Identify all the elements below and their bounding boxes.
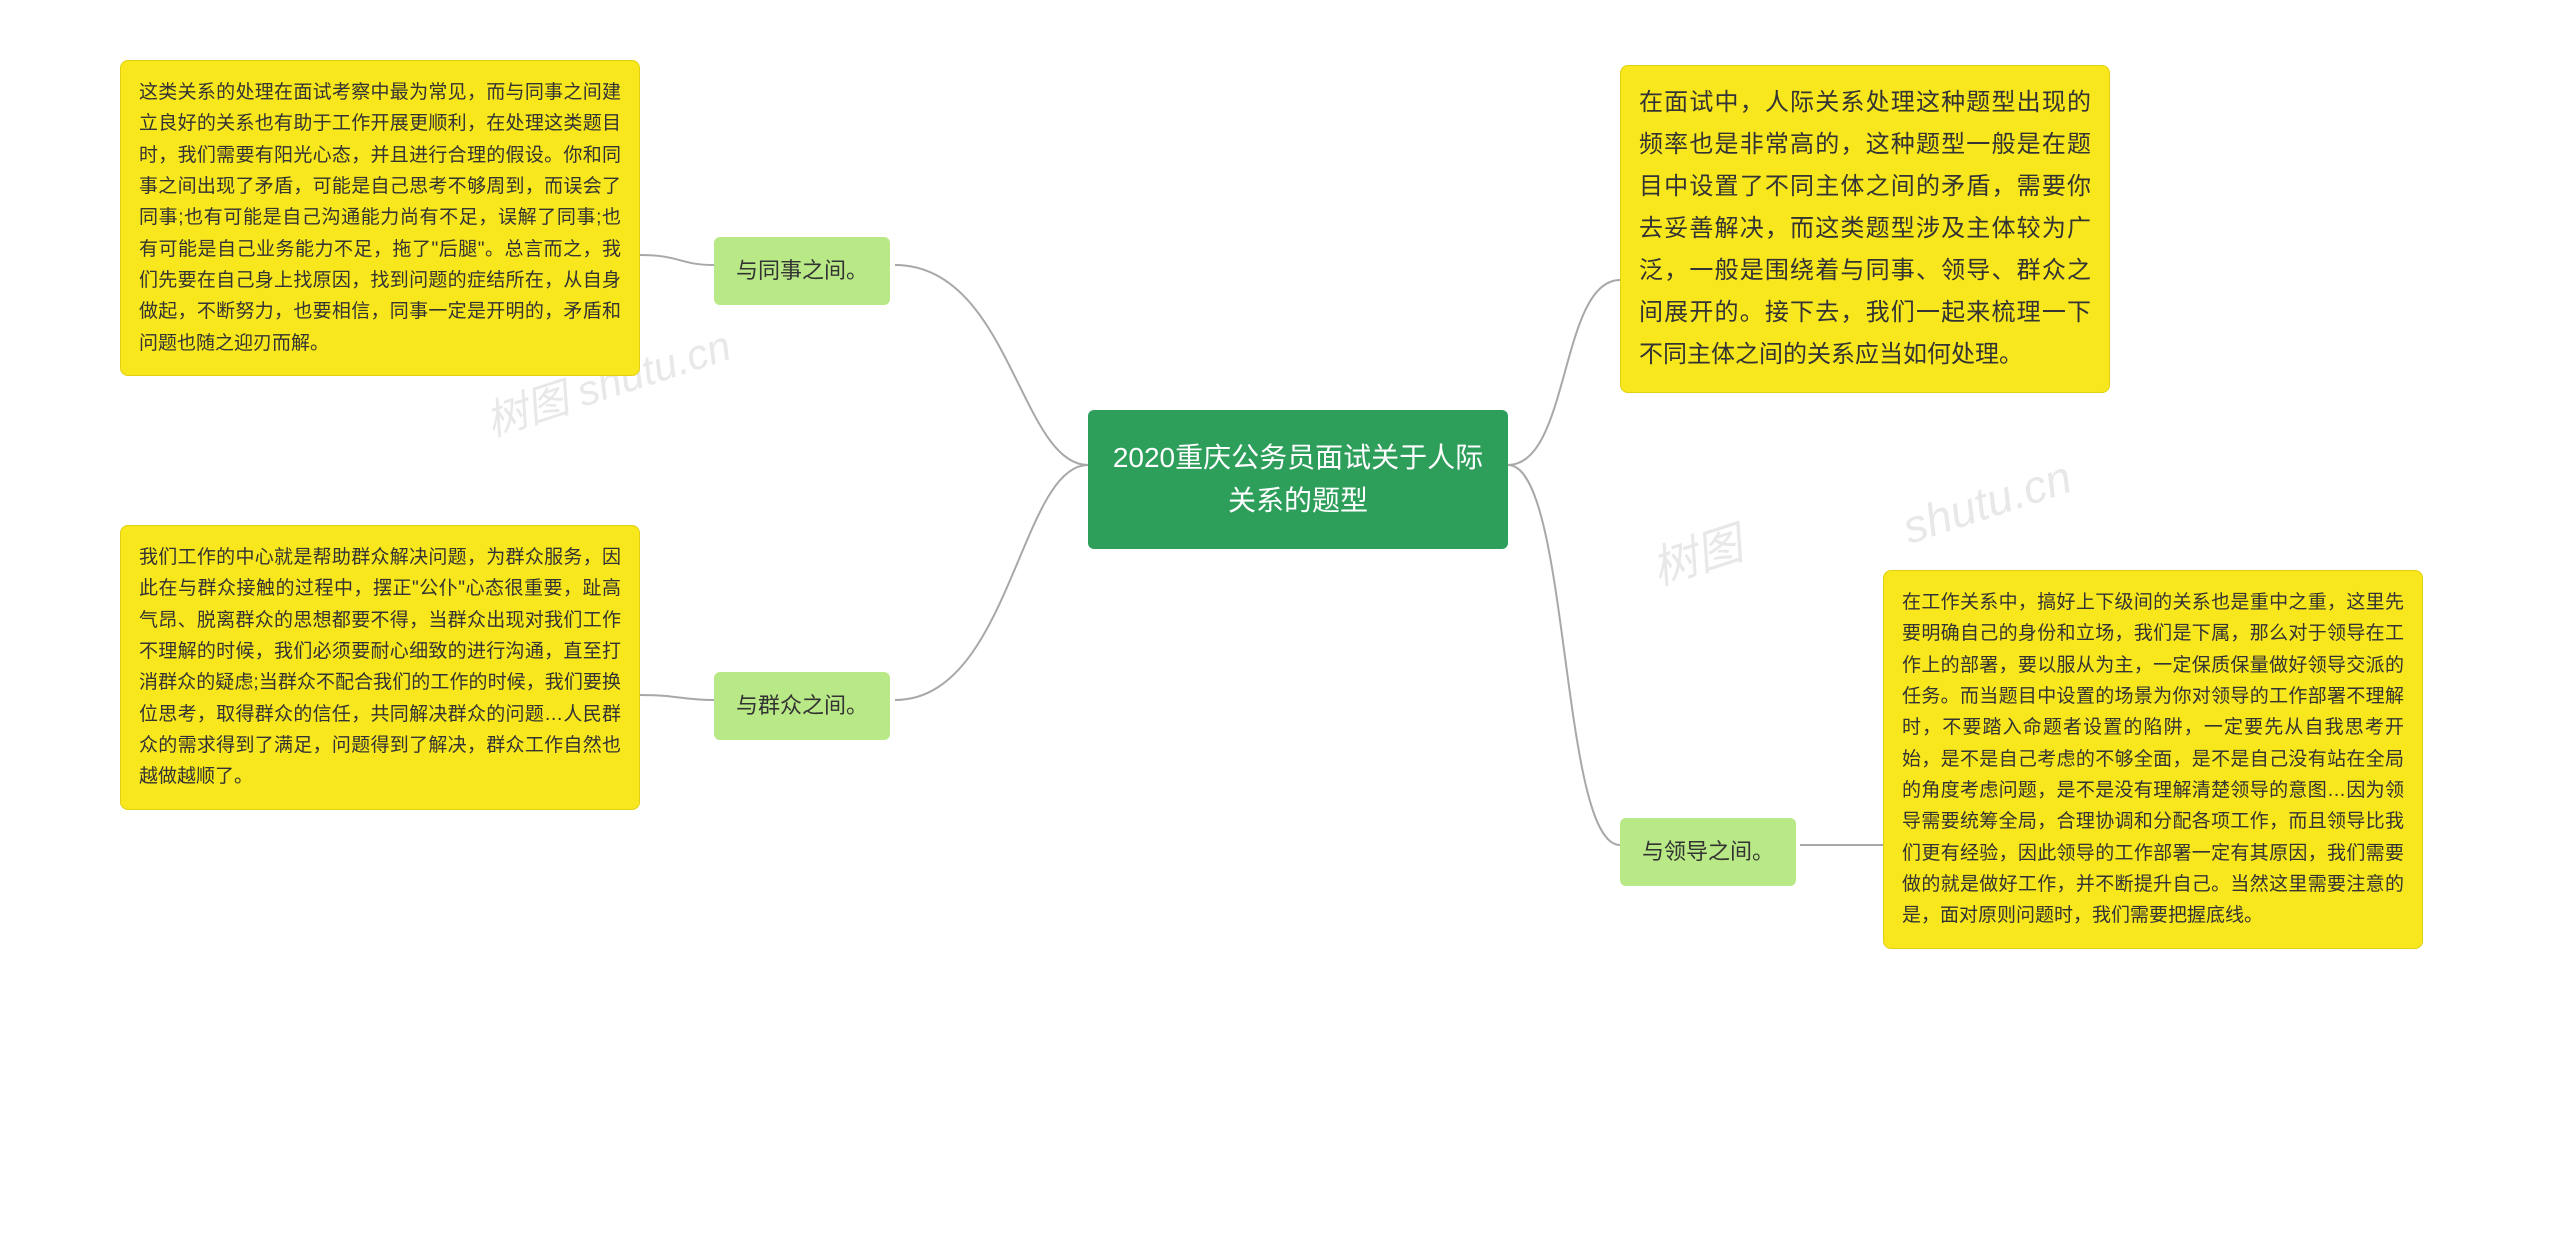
branch-colleague[interactable]: 与同事之间。	[714, 237, 890, 305]
leaf-intro[interactable]: 在面试中，人际关系处理这种题型出现的频率也是非常高的，这种题型一般是在题目中设置…	[1620, 65, 2110, 393]
branch-leader[interactable]: 与领导之间。	[1620, 818, 1796, 886]
leaf-leader[interactable]: 在工作关系中，搞好上下级间的关系也是重中之重，这里先要明确自己的身份和立场，我们…	[1883, 570, 2423, 949]
center-topic[interactable]: 2020重庆公务员面试关于人际关系的题型	[1088, 410, 1508, 549]
watermark: 树图	[1642, 507, 1750, 598]
leaf-masses[interactable]: 我们工作的中心就是帮助群众解决问题，为群众服务，因此在与群众接触的过程中，摆正"…	[120, 525, 640, 810]
watermark: shutu.cn	[1896, 449, 2078, 554]
branch-masses[interactable]: 与群众之间。	[714, 672, 890, 740]
leaf-colleague[interactable]: 这类关系的处理在面试考察中最为常见，而与同事之间建立良好的关系也有助于工作开展更…	[120, 60, 640, 376]
